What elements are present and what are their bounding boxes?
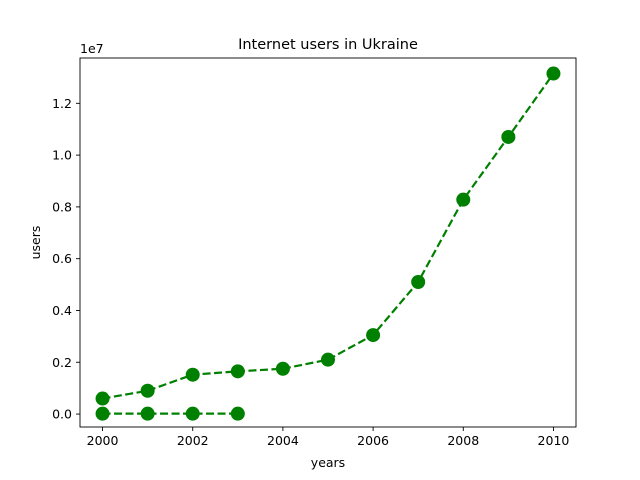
y-tick-label: 1.0 <box>52 148 72 163</box>
data-point <box>275 361 290 376</box>
data-point <box>411 274 426 289</box>
y-axis: 0.0 0.2 0.4 0.6 0.8 1.0 1.2 <box>52 96 80 422</box>
x-tick-label: 2004 <box>267 433 299 448</box>
data-point <box>230 364 245 379</box>
y-tick-label: 1.2 <box>52 96 72 111</box>
data-point <box>456 192 471 207</box>
y-tick-label: 0.0 <box>52 407 72 422</box>
plot-frame <box>79 57 577 428</box>
data-point <box>185 406 200 421</box>
data-point <box>140 406 155 421</box>
data-point <box>366 328 381 343</box>
x-tick-label: 2002 <box>177 433 209 448</box>
series-1-line <box>102 72 555 400</box>
data-point <box>321 352 335 367</box>
x-tick-label: 2006 <box>357 433 389 448</box>
series-1 <box>95 66 561 406</box>
data-point <box>95 391 110 406</box>
x-tick-label: 2000 <box>87 433 119 448</box>
y-tick-label: 0.2 <box>52 355 72 370</box>
x-axis-label: years <box>311 455 345 470</box>
x-tick-label: 2008 <box>447 433 479 448</box>
y-tick-label: 0.8 <box>52 199 72 214</box>
y-axis-label: users <box>28 226 43 260</box>
data-point <box>501 129 516 144</box>
data-point <box>95 406 110 421</box>
data-point <box>546 66 561 81</box>
x-axis: 2000 2002 2004 2006 2008 2010 <box>87 427 570 448</box>
series-layer <box>95 66 561 421</box>
data-point <box>185 367 200 382</box>
y-tick-label: 0.6 <box>52 251 72 266</box>
chart-title: Internet users in Ukraine <box>238 37 418 53</box>
data-point <box>230 406 245 421</box>
y-tick-label: 0.4 <box>52 303 72 318</box>
y-axis-offset-label: 1e7 <box>80 41 104 56</box>
x-tick-label: 2010 <box>538 433 570 448</box>
series-2 <box>95 406 245 421</box>
data-point <box>140 383 155 398</box>
